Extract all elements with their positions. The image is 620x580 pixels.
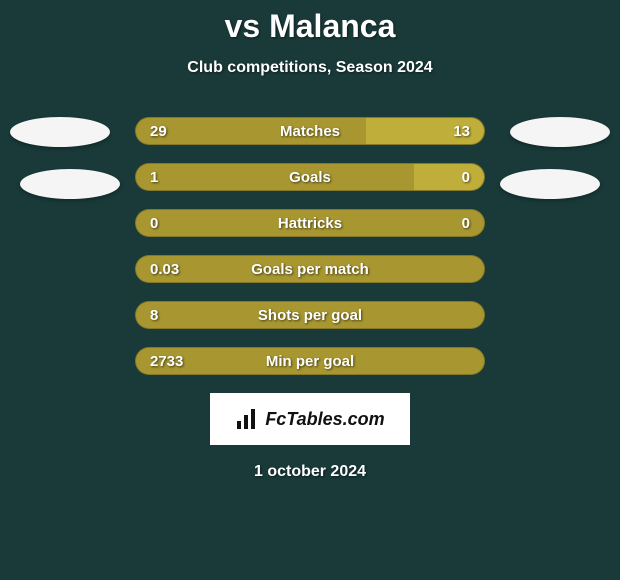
player-avatar-right-1 [510,117,610,147]
stat-bar: 2733Min per goal [135,347,485,375]
stat-bar: 1Goals0 [135,163,485,191]
stat-bar-right-value: 0 [462,164,470,190]
logo-text: FcTables.com [265,409,384,430]
stat-bar-label: Shots per goal [136,302,484,328]
stat-bar-label: Min per goal [136,348,484,374]
stat-bar: 29Matches13 [135,117,485,145]
page-title: vs Malanca [0,8,620,45]
player-avatar-right-2 [500,169,600,199]
stat-bar: 8Shots per goal [135,301,485,329]
stat-bar-label: Hattricks [136,210,484,236]
stat-bar-right-value: 13 [453,118,470,144]
player-avatar-left-1 [10,117,110,147]
bar-chart-icon [235,407,259,431]
stat-bar-label: Goals per match [136,256,484,282]
stat-bar-right-value: 0 [462,210,470,236]
stat-bar: 0Hattricks0 [135,209,485,237]
stats-area: 29Matches131Goals00Hattricks00.03Goals p… [0,117,620,375]
stat-bar: 0.03Goals per match [135,255,485,283]
subtitle: Club competitions, Season 2024 [0,59,620,77]
player-avatar-left-2 [20,169,120,199]
date-label: 1 october 2024 [0,463,620,481]
stat-bar-label: Matches [136,118,484,144]
fctables-logo[interactable]: FcTables.com [210,393,410,445]
stat-bar-label: Goals [136,164,484,190]
stat-bars: 29Matches131Goals00Hattricks00.03Goals p… [135,117,485,375]
